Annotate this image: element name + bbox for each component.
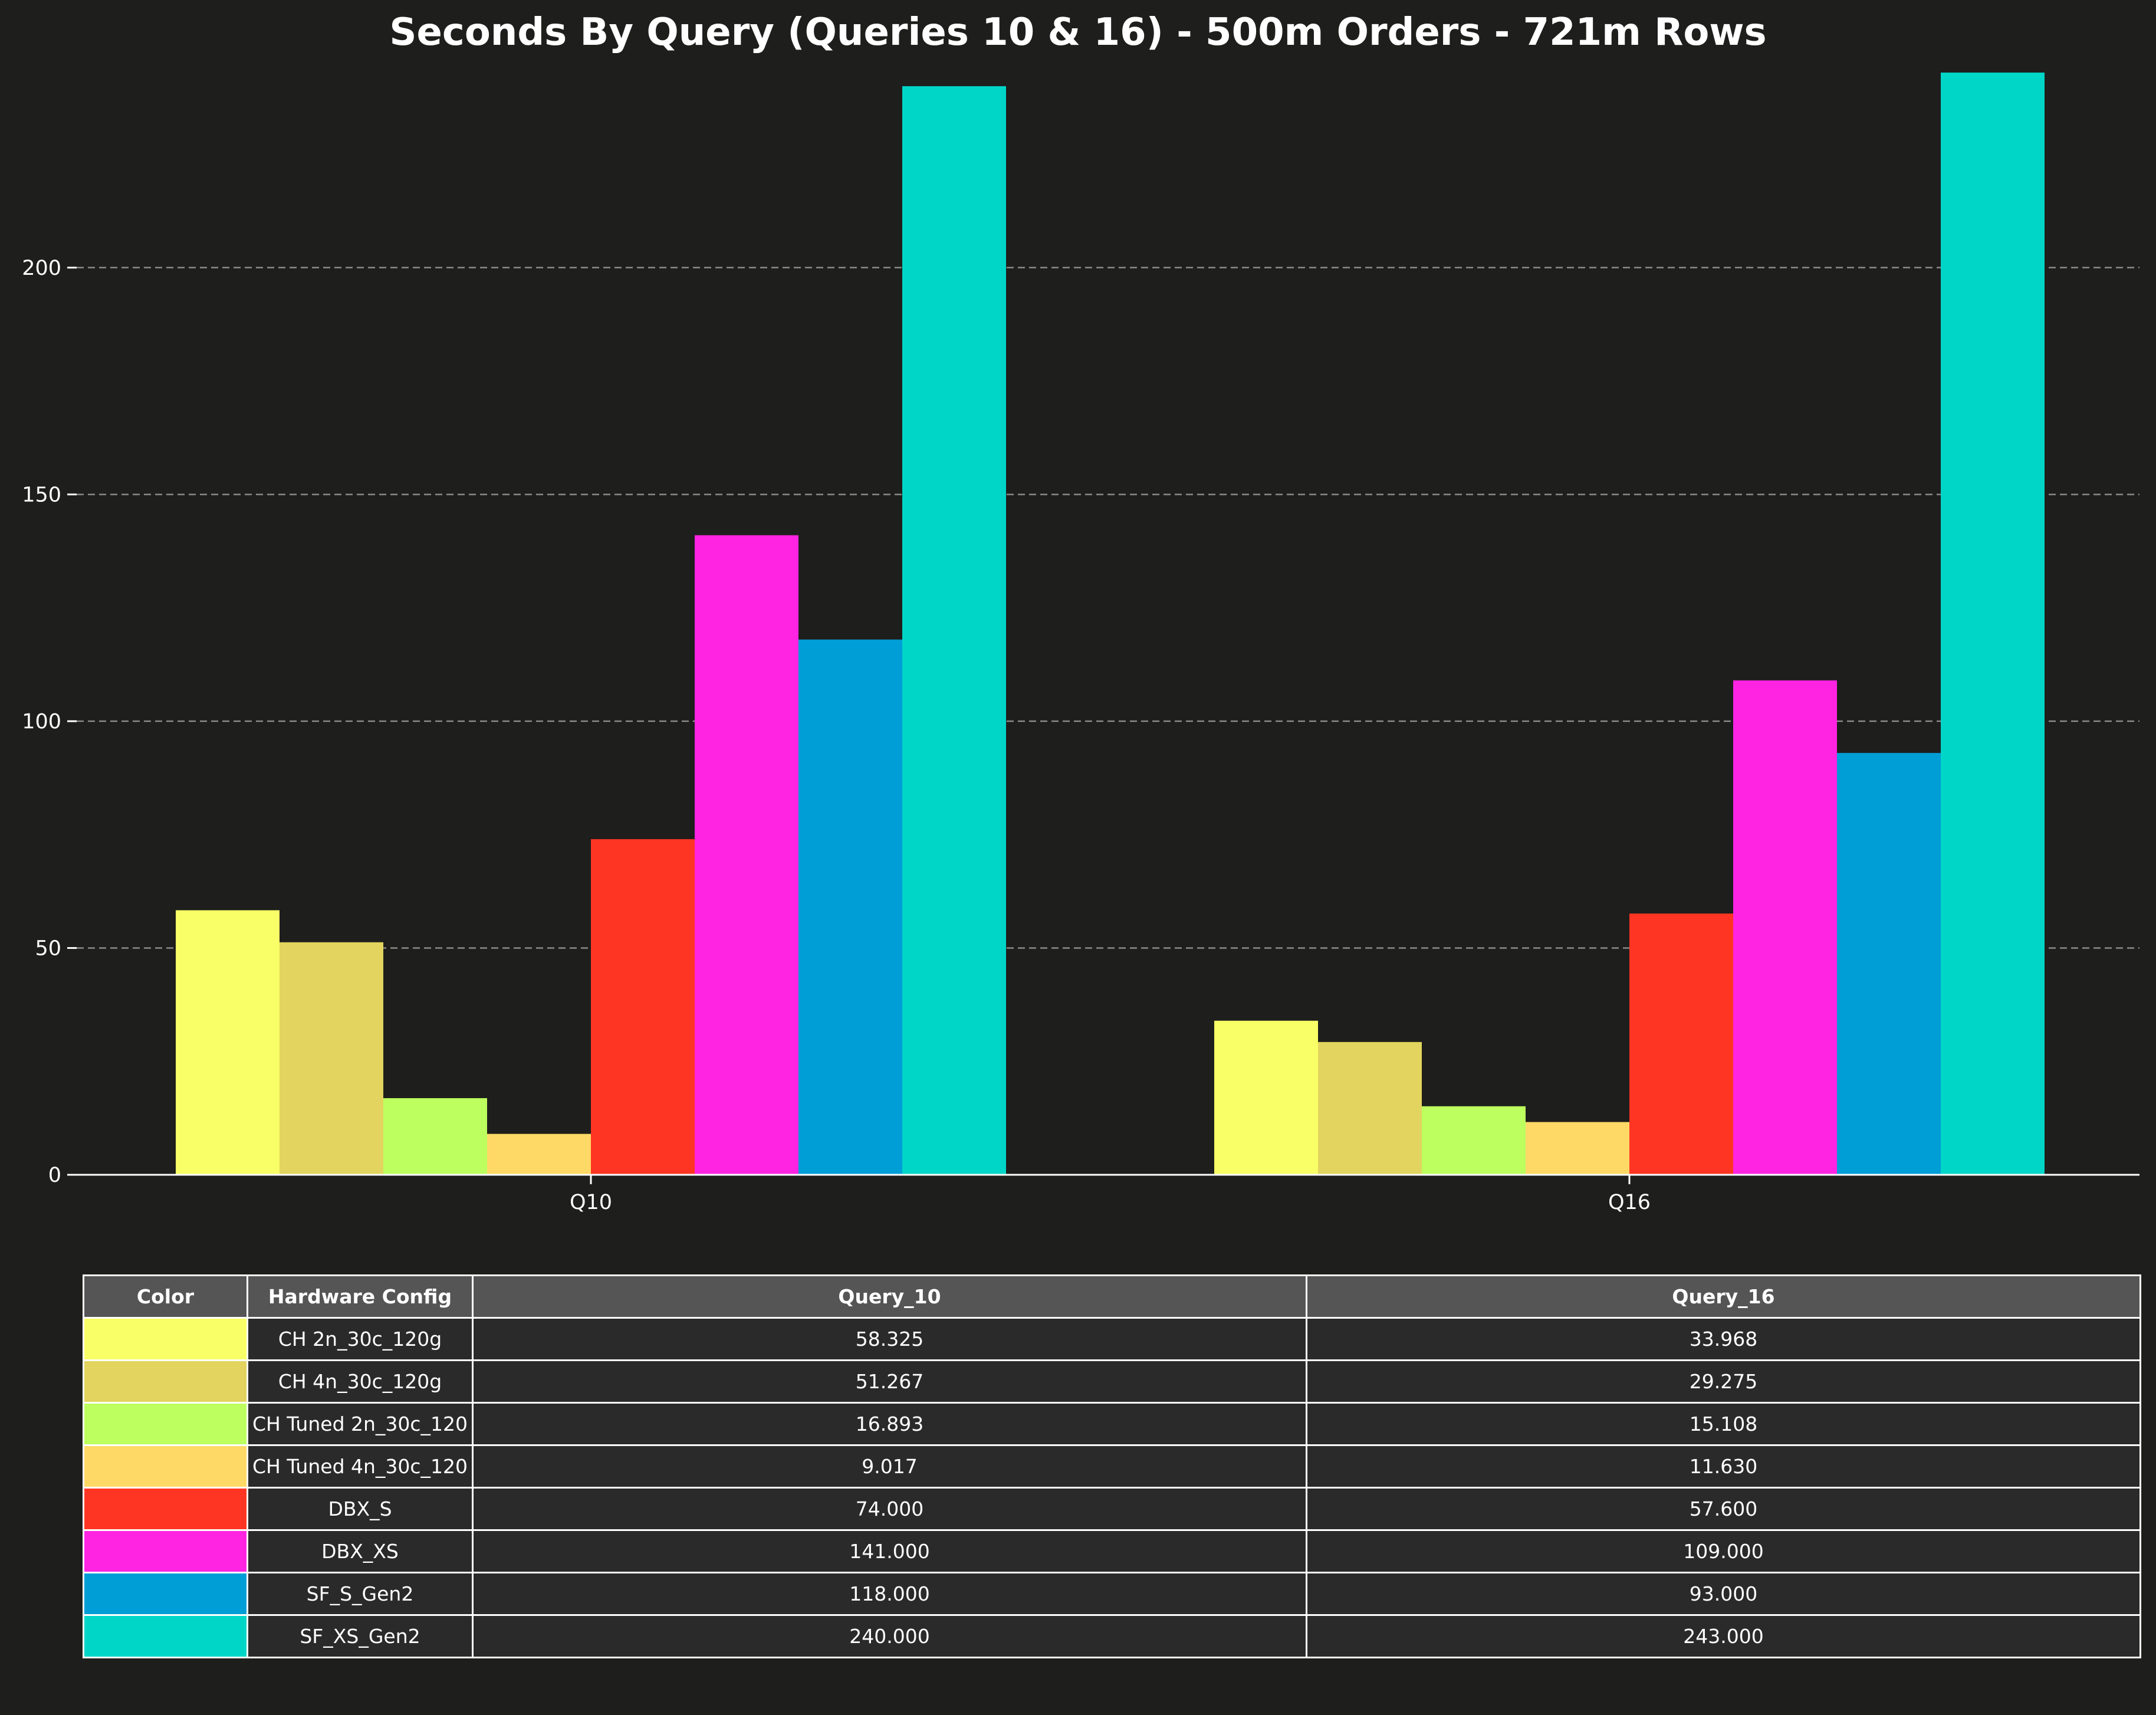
query-10-cell: 16.893 <box>472 1402 1307 1446</box>
color-swatch <box>83 1572 248 1616</box>
hardware-config-label: SF_XS_Gen2 <box>300 1625 420 1648</box>
header-query-10: Query_10 <box>472 1274 1307 1319</box>
hardware-config-cell: CH 4n_30c_120g <box>247 1359 474 1404</box>
header-query-16: Query_16 <box>1306 1274 2141 1319</box>
hardware-config-cell: CH Tuned 2n_30c_120 <box>247 1402 474 1446</box>
bar <box>487 1134 591 1175</box>
table-row: CH Tuned 2n_30c_120 16.893 15.108 <box>83 1402 2141 1446</box>
table-row: SF_XS_Gen2 240.000 243.000 <box>83 1614 2141 1658</box>
y-tick-label: 200 <box>22 257 61 280</box>
table-body: CH 2n_30c_120g 58.325 33.968 CH 4n_30c_120g… <box>83 1317 2141 1658</box>
bar-chart: 0 50 100 150 200 Q10 Q16 <box>22 73 2139 1214</box>
hardware-config-label: DBX_XS <box>321 1540 399 1563</box>
hardware-config-cell: SF_S_Gen2 <box>247 1572 474 1616</box>
bar <box>798 639 902 1175</box>
color-swatch <box>83 1444 248 1489</box>
hardware-config-label: CH 4n_30c_120g <box>278 1370 442 1393</box>
color-swatch <box>83 1487 248 1531</box>
axes: 0 50 100 150 200 Q10 Q16 <box>22 257 2139 1214</box>
hardware-config-cell: DBX_XS <box>247 1529 474 1573</box>
hardware-config-label: CH 2n_30c_120g <box>278 1328 442 1351</box>
y-tick-label: 50 <box>35 937 61 960</box>
bar <box>1526 1122 1629 1175</box>
table-row: DBX_S 74.000 57.600 <box>83 1487 2141 1531</box>
hardware-config-cell: SF_XS_Gen2 <box>247 1614 474 1658</box>
table-row: CH 4n_30c_120g 51.267 29.275 <box>83 1359 2141 1404</box>
chart-title: Seconds By Query (Queries 10 & 16) - 500… <box>389 11 1767 54</box>
table-row: CH 2n_30c_120g 58.325 33.968 <box>83 1317 2141 1361</box>
table-row: CH Tuned 4n_30c_120 9.017 11.630 <box>83 1444 2141 1489</box>
hardware-config-cell: DBX_S <box>247 1487 474 1531</box>
bar <box>902 86 1006 1175</box>
query-10-cell: 51.267 <box>472 1359 1307 1404</box>
query-16-cell: 11.630 <box>1306 1444 2141 1489</box>
bar <box>1629 913 1733 1175</box>
color-swatch <box>83 1317 248 1361</box>
query-10-cell: 118.000 <box>472 1572 1307 1616</box>
color-swatch <box>83 1359 248 1404</box>
hardware-config-cell: CH Tuned 4n_30c_120 <box>247 1444 474 1489</box>
data-table: Color Hardware Config Query_10 Query_16 … <box>83 1274 2141 1658</box>
bar <box>1733 680 1837 1175</box>
color-swatch <box>83 1402 248 1446</box>
y-tick-label: 0 <box>48 1164 61 1187</box>
hardware-config-label: SF_S_Gen2 <box>306 1582 414 1605</box>
bar <box>1837 753 1941 1175</box>
bar <box>176 910 280 1175</box>
table-row: SF_S_Gen2 118.000 93.000 <box>83 1572 2141 1616</box>
color-swatch <box>83 1529 248 1573</box>
bar <box>1422 1106 1526 1175</box>
header-color: Color <box>83 1274 248 1319</box>
query-16-cell: 57.600 <box>1306 1487 2141 1531</box>
hardware-config-label: CH Tuned 4n_30c_120 <box>252 1455 468 1478</box>
bar <box>383 1098 487 1175</box>
x-tick-label: Q10 <box>570 1191 612 1214</box>
query-16-cell: 93.000 <box>1306 1572 2141 1616</box>
query-16-cell: 243.000 <box>1306 1614 2141 1658</box>
bar <box>1318 1042 1422 1175</box>
x-tick-label: Q16 <box>1608 1191 1651 1214</box>
bar <box>280 942 383 1175</box>
query-10-cell: 58.325 <box>472 1317 1307 1361</box>
query-10-cell: 9.017 <box>472 1444 1307 1489</box>
color-swatch <box>83 1614 248 1658</box>
bar <box>1941 73 2045 1175</box>
bar <box>591 839 695 1175</box>
hardware-config-label: CH Tuned 2n_30c_120 <box>252 1412 468 1435</box>
y-tick-label: 150 <box>22 483 61 507</box>
query-16-cell: 15.108 <box>1306 1402 2141 1446</box>
bar <box>695 535 798 1175</box>
hardware-config-label: DBX_S <box>328 1497 392 1520</box>
query-10-cell: 240.000 <box>472 1614 1307 1658</box>
bars <box>176 73 2045 1175</box>
query-16-cell: 33.968 <box>1306 1317 2141 1361</box>
header-hardware-config: Hardware Config <box>247 1274 474 1319</box>
query-10-cell: 74.000 <box>472 1487 1307 1531</box>
table-header-row: Color Hardware Config Query_10 Query_16 <box>83 1274 2141 1319</box>
query-16-cell: 29.275 <box>1306 1359 2141 1404</box>
y-tick-label: 100 <box>22 710 61 734</box>
query-10-cell: 141.000 <box>472 1529 1307 1573</box>
hardware-config-cell: CH 2n_30c_120g <box>247 1317 474 1361</box>
query-16-cell: 109.000 <box>1306 1529 2141 1573</box>
bar <box>1214 1020 1318 1175</box>
table-row: DBX_XS 141.000 109.000 <box>83 1529 2141 1573</box>
